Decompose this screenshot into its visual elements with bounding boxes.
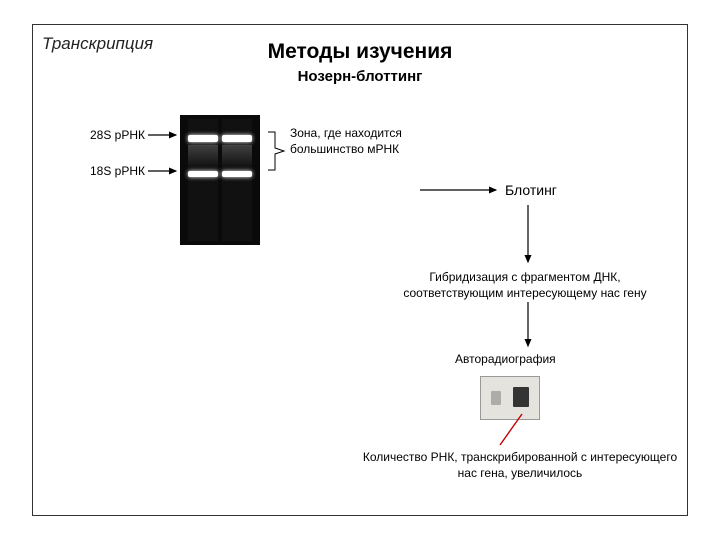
gel-lane-2 xyxy=(222,119,252,241)
label-mrna-zone: Зона, где находится большинство мРНК xyxy=(290,126,450,157)
gel-image xyxy=(180,115,260,245)
gel-haze xyxy=(188,145,218,167)
gel-haze xyxy=(222,145,252,167)
gel-band-28s xyxy=(222,135,252,142)
gel-band-28s xyxy=(188,135,218,142)
label-hybridization: Гибридизация с фрагментом ДНК, соответст… xyxy=(380,270,670,301)
label-autoradiography: Авторадиография xyxy=(455,352,556,366)
label-blotting: Блотинг xyxy=(505,182,557,198)
film-spot-weak xyxy=(491,391,501,405)
label-18s-rrna: 18S рРНК xyxy=(90,164,145,178)
slide-subtitle: Нозерн-блоттинг xyxy=(0,68,720,85)
label-quantity: Количество РНК, транскрибированной с инт… xyxy=(360,450,680,481)
slide-title: Методы изучения xyxy=(0,40,720,64)
gel-band-18s xyxy=(222,171,252,177)
film-spot-strong xyxy=(513,387,529,407)
gel-lane-1 xyxy=(188,119,218,241)
autoradiograph-film xyxy=(480,376,540,420)
label-28s-rrna: 28S рРНК xyxy=(90,128,145,142)
gel-band-18s xyxy=(188,171,218,177)
